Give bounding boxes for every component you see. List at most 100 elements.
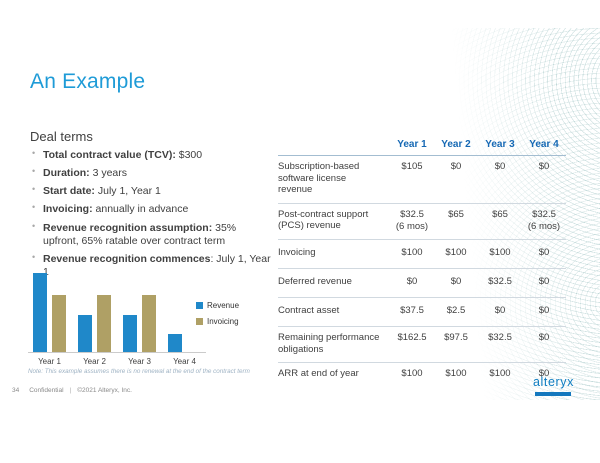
deal-term-item: Duration: 3 years: [30, 166, 272, 180]
cell-value: $0: [538, 161, 550, 172]
row-label: Subscription-based software license reve…: [278, 161, 360, 196]
chart-group-year-3: Year 3: [123, 269, 156, 367]
cell-value: $0: [450, 276, 462, 288]
cell-value: $100: [489, 247, 511, 259]
copyright-text: ©2021 Alteryx, Inc.: [77, 387, 132, 394]
cell-value: $162.5: [397, 332, 427, 344]
category-label: Year 4: [173, 357, 196, 366]
term-value: : July 1, Year 1: [43, 252, 271, 278]
cell-value: $32.5 (6 mos): [395, 208, 429, 232]
deal-terms-heading: Deal terms: [30, 129, 93, 144]
cell-value: $0: [494, 305, 506, 317]
column-header-year4: Year 4: [529, 139, 559, 150]
cell-value: $2.5: [446, 305, 466, 317]
category-label: Year 1: [38, 357, 61, 366]
cell-value: $97.5: [444, 332, 468, 344]
chart-legend: Revenue Invoicing: [196, 301, 239, 333]
cell-value: $65: [448, 208, 464, 220]
chart-bars: [33, 273, 66, 353]
deal-term-item: Revenue recognition assumption: 35% upfr…: [30, 220, 272, 248]
legend-entry-revenue: Revenue: [196, 301, 239, 310]
term-value: 35% upfront, 65% ratable over contract t…: [43, 221, 237, 247]
cell-value: $0: [538, 332, 550, 344]
legend-label: Revenue: [207, 301, 240, 310]
revenue-bar: [78, 315, 92, 353]
deal-term-item: Total contract value (TCV): $300: [30, 148, 272, 162]
cell-value: $0: [406, 276, 418, 288]
revenue-invoicing-bar-chart: Year 1 Year 2 Year 3 Year 4 Revenue Invoicin…: [28, 269, 273, 369]
legend-entry-invoicing: Invoicing: [196, 317, 239, 326]
cell-value: $32.5 (6 mos): [527, 208, 561, 232]
column-header-year1: Year 1: [397, 139, 427, 150]
term-label: Total contract value (TCV):: [43, 149, 176, 161]
cell-value: $32.5: [488, 276, 512, 288]
cell-value: $100: [445, 368, 467, 380]
slide-footer: 34 Confidential | ©2021 Alteryx, Inc.: [12, 387, 132, 394]
cell-value: $100: [401, 368, 423, 380]
term-label: Start date:: [43, 185, 95, 198]
invoicing-bar: [97, 295, 111, 353]
slide-title: An Example: [30, 70, 146, 93]
chart-plot-area: Year 1 Year 2 Year 3 Year 4: [28, 269, 206, 367]
table-row: Invoicing $100 $100 $100 $0: [278, 239, 566, 268]
table-row: Remaining performance obligations $162.5…: [278, 326, 566, 362]
term-label: Revenue recognition commences: [43, 252, 211, 265]
deal-term-item: Start date: July 1, Year 1: [30, 184, 272, 198]
term-label: Duration:: [43, 167, 90, 180]
chart-group-year-2: Year 2: [78, 269, 111, 367]
chart-group-year-1: Year 1: [33, 269, 66, 367]
revenue-bar: [123, 315, 137, 353]
row-label: Remaining performance obligations: [278, 332, 380, 355]
cell-value: $0: [450, 161, 462, 172]
term-label: Invoicing:: [43, 203, 93, 216]
table-row: Deferred revenue $0 $0 $32.5 $0: [278, 268, 566, 297]
alteryx-logo-text: alteryx: [532, 375, 574, 389]
row-label: ARR at end of year: [278, 368, 359, 380]
cell-value: $105: [401, 161, 423, 172]
cell-value: $32.5: [488, 332, 512, 344]
revenue-bar: [168, 334, 182, 353]
cell-value: $100: [489, 368, 511, 380]
cell-value: $0: [538, 368, 550, 380]
row-label: Contract asset: [278, 305, 340, 317]
revenue-bar: [33, 273, 47, 353]
deal-term-item: Invoicing: annually in advance: [30, 202, 272, 216]
category-label: Year 2: [83, 357, 106, 366]
chart-group-year-4: Year 4: [168, 269, 201, 367]
term-value: annually in advance: [92, 203, 189, 216]
category-label: Year 3: [128, 357, 151, 366]
legend-label: Invoicing: [207, 317, 239, 326]
revenue-schedule-table: Year 1 Year 2 Year 3 Year 4 Subscription…: [278, 137, 566, 387]
table-header-row: Year 1 Year 2 Year 3 Year 4: [278, 137, 566, 156]
alteryx-logo-bar: [535, 392, 572, 396]
table-row: ARR at end of year $100 $100 $100 $0: [278, 362, 566, 387]
chart-bars: [123, 295, 156, 353]
chart-footnote: Note: This example assumes there is no r…: [28, 368, 250, 375]
legend-marker: [196, 318, 203, 325]
page-number: 34: [12, 387, 20, 394]
term-value: July 1, Year 1: [94, 185, 161, 198]
row-label: Post-contract support (PCS) revenue: [278, 208, 369, 232]
cell-value: $0: [538, 305, 550, 317]
legend-marker: [196, 302, 203, 309]
column-header-year3: Year 3: [485, 139, 515, 150]
column-header-year2: Year 2: [441, 139, 471, 150]
table-row: Subscription-based software license reve…: [278, 156, 566, 203]
row-label: Invoicing: [278, 247, 316, 259]
cell-value: $0: [538, 276, 550, 288]
row-label: Deferred revenue: [278, 276, 352, 288]
deal-term-item: Revenue recognition commences: July 1, Y…: [30, 252, 272, 279]
table-row: Post-contract support (PCS) revenue $32.…: [278, 202, 566, 240]
term-value: $300: [175, 149, 203, 161]
footer-divider: |: [69, 387, 72, 394]
term-value: 3 years: [89, 167, 128, 180]
cell-value: $37.5: [400, 305, 424, 317]
deal-terms-list: Total contract value (TCV): $300 Duratio…: [30, 148, 272, 284]
cell-value: $0: [494, 161, 506, 172]
table-row: Contract asset $37.5 $2.5 $0 $0: [278, 297, 566, 326]
term-label: Revenue recognition assumption:: [43, 221, 213, 234]
alteryx-logo: alteryx: [533, 375, 574, 396]
cell-value: $0: [538, 247, 550, 259]
confidential-label: Confidential: [29, 387, 64, 394]
